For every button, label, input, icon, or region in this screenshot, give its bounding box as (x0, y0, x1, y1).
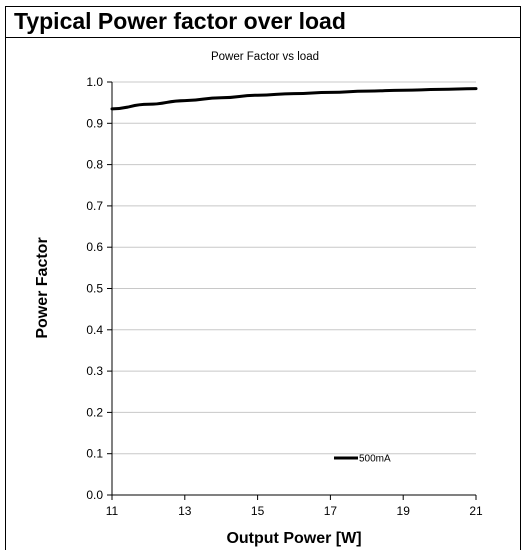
y-tick-label: 0.3 (86, 364, 103, 378)
x-axis-ticks: 11 13 15 17 19 21 (106, 495, 483, 518)
y-tick-label: 0.7 (86, 199, 103, 213)
chart-grid (112, 81, 476, 455)
legend-entry: 500mA (359, 454, 391, 465)
x-tick-label: 11 (106, 504, 119, 518)
x-tick-label: 21 (469, 504, 483, 518)
chart-frame: Typical Power factor over load (5, 6, 521, 550)
x-tick-label: 13 (178, 504, 192, 518)
y-tick-label: 0.8 (86, 158, 103, 172)
y-tick-label: 0.2 (86, 405, 103, 419)
x-tick-label: 19 (397, 504, 411, 518)
x-tick-label: 15 (251, 504, 265, 518)
chart-header: Typical Power factor over load (6, 7, 520, 38)
y-tick-label: 0.5 (86, 282, 103, 296)
series-group (110, 87, 478, 111)
legend: 500mA (334, 454, 391, 465)
x-axis-label: Output Power [W] (226, 530, 361, 547)
y-tick-label: 0.9 (86, 116, 103, 130)
y-tick-label: 1.0 (86, 75, 103, 89)
series-line-500mA (110, 87, 478, 111)
y-tick-label: 0.6 (86, 240, 103, 254)
y-axis-ticks: 0.0 0.1 0.2 0.3 0.4 0.5 0.6 0.7 0.8 0.9 1.0 (86, 75, 112, 502)
y-tick-label: 0.0 (86, 488, 103, 502)
y-tick-label: 0.4 (86, 323, 103, 337)
x-tick-label: 17 (324, 504, 338, 518)
y-tick-label: 0.1 (86, 447, 103, 461)
page-title: Typical Power factor over load (14, 8, 346, 34)
y-axis-label: Power Factor (34, 237, 51, 338)
chart-title: Power Factor vs load (211, 51, 319, 63)
